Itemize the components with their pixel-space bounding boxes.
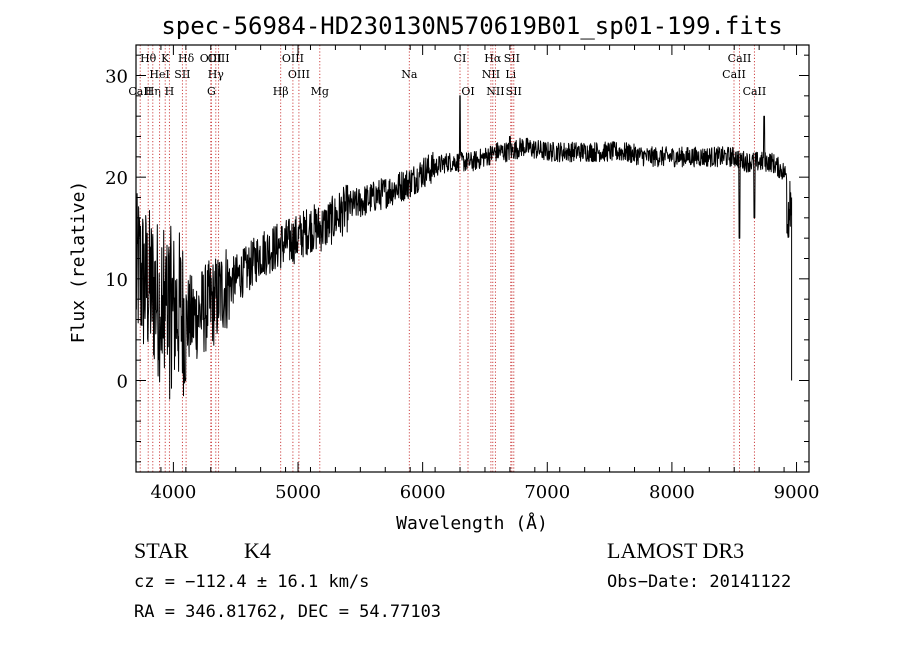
marker-label: K — [161, 52, 170, 65]
marker-label: G — [207, 85, 216, 98]
marker-label: HeI — [149, 68, 169, 81]
spectral-subclass: K4 — [244, 538, 271, 563]
y-tick-label: 20 — [105, 168, 128, 189]
y-tick-label: 30 — [105, 67, 128, 88]
x-tick-label: 8000 — [649, 482, 695, 503]
marker-label: H — [165, 85, 175, 98]
x-axis-label: Wavelength (Å) — [396, 512, 548, 534]
axis-ticks: 4000 5000 6000 7000 8000 9000 0 10 20 30 — [105, 45, 819, 503]
y-tick-label: 0 — [117, 372, 128, 393]
x-tick-label: 4000 — [150, 482, 196, 503]
marker-label: Li — [505, 68, 516, 81]
marker-label: OI — [461, 85, 474, 98]
marker-label: SII — [504, 52, 520, 65]
marker-label: SII — [174, 68, 190, 81]
marker-label: CaII — [743, 85, 767, 98]
object-class: STAR — [134, 538, 189, 563]
marker-label: NII — [482, 68, 500, 81]
x-tick-label: 7000 — [524, 482, 570, 503]
spectrum-series — [135, 95, 793, 400]
marker-label: OIII — [200, 52, 222, 65]
marker-label: Hβ — [273, 85, 289, 98]
marker-label: CaII — [722, 68, 746, 81]
marker-label: OIII — [288, 68, 310, 81]
marker-label: SII — [506, 85, 522, 98]
marker-label: Hδ — [178, 52, 195, 65]
y-axis-label: Flux (relative) — [68, 181, 89, 344]
marker-label: CaII — [128, 85, 152, 98]
marker-label: Na — [401, 68, 418, 81]
marker-label: Hθ — [140, 52, 157, 65]
survey-name: LAMOST DR3 — [607, 538, 745, 563]
marker-label: Hγ — [208, 68, 225, 81]
y-tick-label: 10 — [105, 270, 128, 291]
observation-date: Obs−Date: 20141122 — [607, 572, 792, 592]
redshift-readout: cz = −112.4 ± 16.1 km/s — [134, 572, 370, 592]
x-tick-label: 5000 — [275, 482, 321, 503]
marker-label: Mg — [311, 85, 329, 98]
marker-label: OIII — [282, 52, 304, 65]
marker-label: Hα — [484, 52, 502, 65]
x-tick-label: 9000 — [774, 482, 820, 503]
marker-label: CaII — [728, 52, 752, 65]
marker-label: NII — [486, 85, 504, 98]
x-tick-label: 6000 — [400, 482, 446, 503]
coordinates-readout: RA = 346.81762, DEC = 54.77103 — [134, 602, 442, 622]
chart-title: spec-56984-HD230130N570619B01_sp01-199.f… — [161, 12, 782, 40]
marker-label: Hη — [145, 85, 161, 98]
marker-label: OIII — [208, 52, 230, 65]
flux-line — [135, 95, 792, 400]
marker-label: CI — [454, 52, 467, 65]
